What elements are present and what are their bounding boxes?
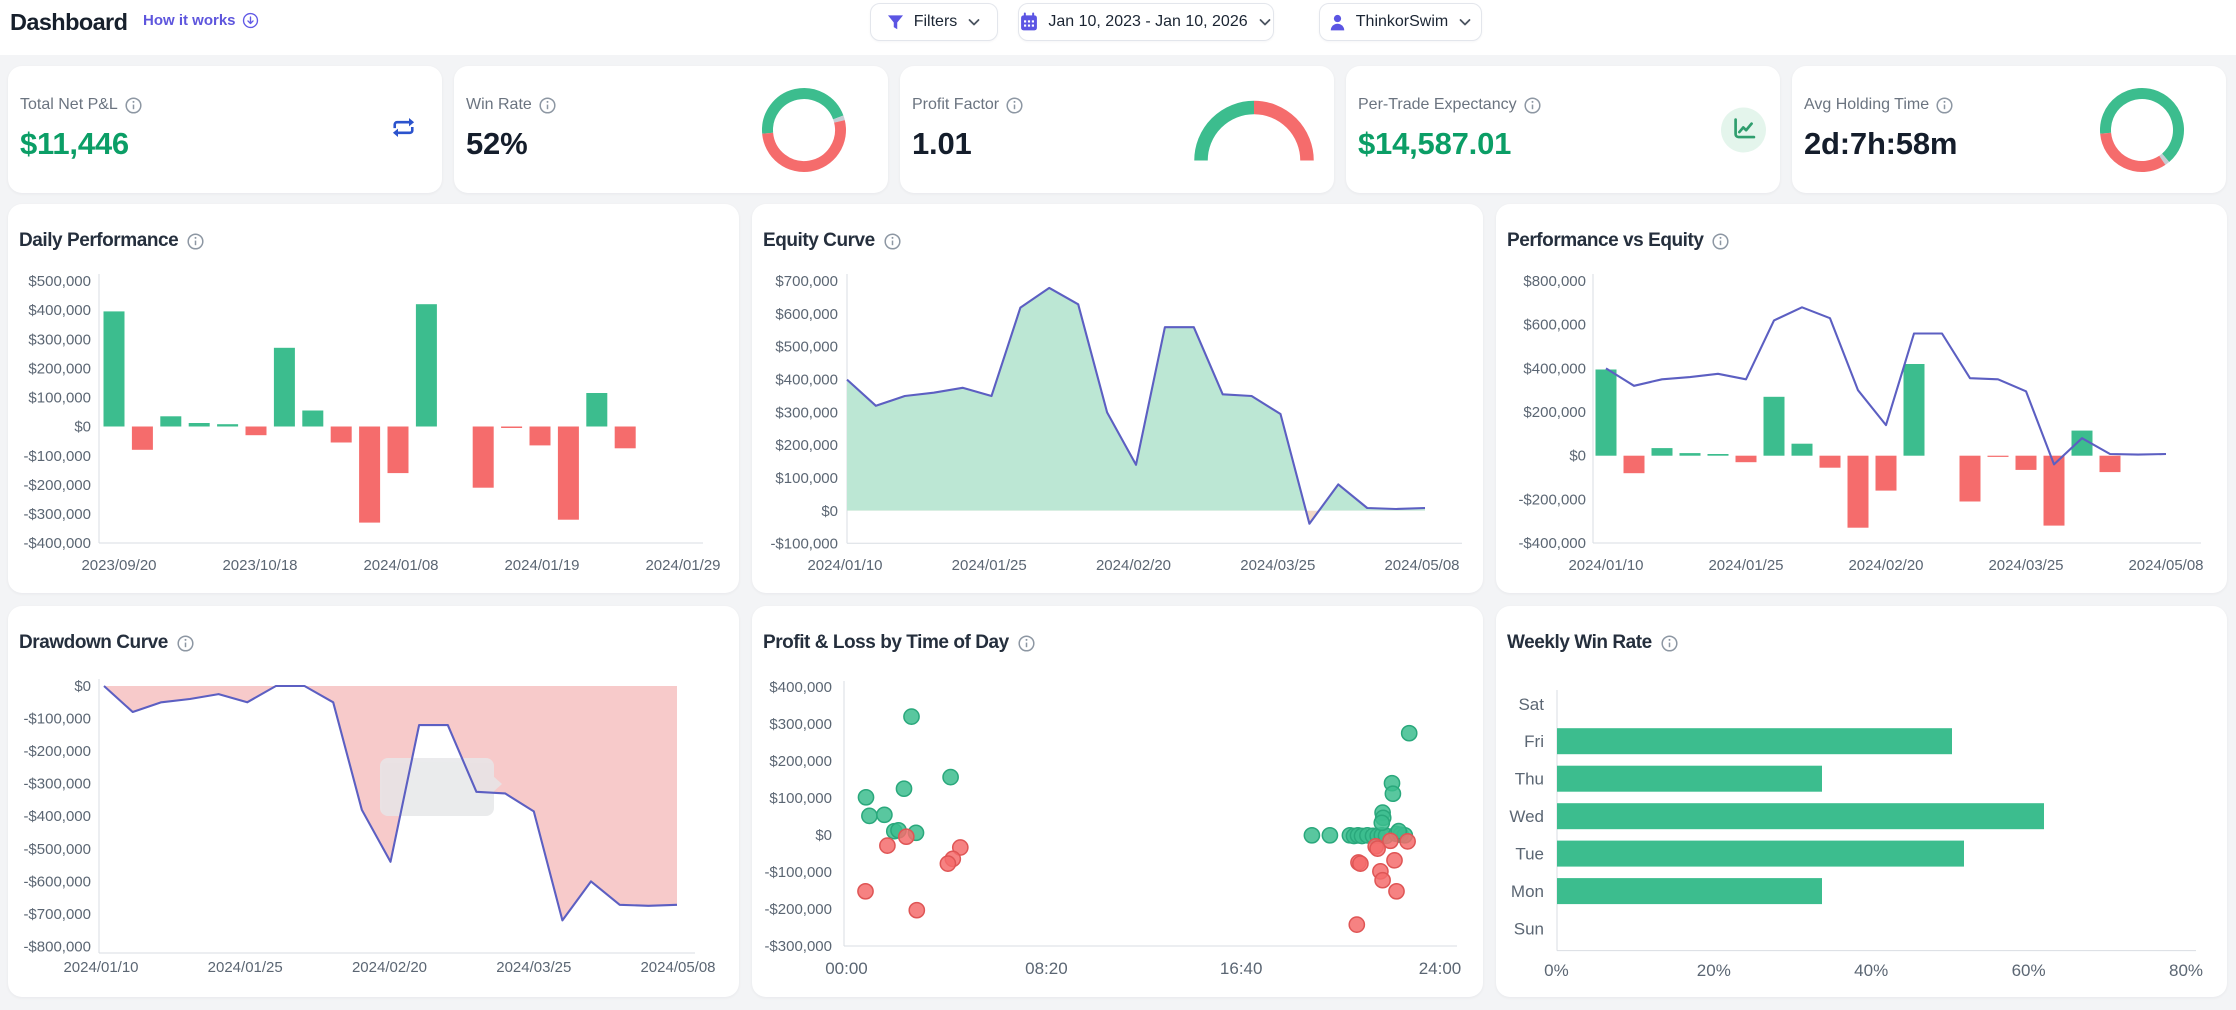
svg-text:$400,000: $400,000 bbox=[1523, 360, 1586, 377]
svg-text:$400,000: $400,000 bbox=[775, 372, 838, 389]
svg-text:$800,000: $800,000 bbox=[1523, 273, 1586, 290]
svg-text:2024/01/29: 2024/01/29 bbox=[645, 557, 720, 574]
svg-text:-$300,000: -$300,000 bbox=[23, 506, 91, 523]
svg-text:-$700,000: -$700,000 bbox=[23, 906, 91, 923]
svg-text:Sun: Sun bbox=[1514, 920, 1544, 939]
svg-text:Tue: Tue bbox=[1515, 845, 1544, 864]
svg-text:2024/01/10: 2024/01/10 bbox=[63, 959, 138, 976]
svg-text:-$600,000: -$600,000 bbox=[23, 873, 91, 890]
svg-text:$0: $0 bbox=[74, 678, 91, 695]
svg-text:2024/01/08: 2024/01/08 bbox=[363, 557, 438, 574]
svg-text:2024/05/08: 2024/05/08 bbox=[2128, 557, 2203, 574]
svg-text:2024/02/20: 2024/02/20 bbox=[1096, 557, 1171, 574]
svg-text:2024/03/25: 2024/03/25 bbox=[1988, 557, 2063, 574]
svg-text:$0: $0 bbox=[74, 419, 91, 436]
svg-text:2023/10/18: 2023/10/18 bbox=[222, 557, 297, 574]
svg-text:-$300,000: -$300,000 bbox=[23, 776, 91, 793]
svg-text:16:40: 16:40 bbox=[1220, 959, 1263, 978]
svg-text:$700,000: $700,000 bbox=[775, 273, 838, 290]
svg-text:2024/01/25: 2024/01/25 bbox=[208, 959, 283, 976]
svg-text:$400,000: $400,000 bbox=[28, 302, 91, 319]
svg-text:2024/02/20: 2024/02/20 bbox=[352, 959, 427, 976]
svg-text:-$100,000: -$100,000 bbox=[764, 864, 832, 881]
svg-text:24:00: 24:00 bbox=[1419, 959, 1462, 978]
svg-text:$0: $0 bbox=[815, 827, 832, 844]
svg-text:$100,000: $100,000 bbox=[775, 470, 838, 487]
svg-text:2023/09/20: 2023/09/20 bbox=[81, 557, 156, 574]
svg-text:$300,000: $300,000 bbox=[769, 716, 832, 733]
svg-text:40%: 40% bbox=[1854, 961, 1888, 980]
svg-text:08:20: 08:20 bbox=[1025, 959, 1068, 978]
svg-text:60%: 60% bbox=[2012, 961, 2046, 980]
svg-text:20%: 20% bbox=[1697, 961, 1731, 980]
svg-text:-$100,000: -$100,000 bbox=[23, 711, 91, 728]
svg-text:-$300,000: -$300,000 bbox=[764, 938, 832, 955]
svg-text:-$400,000: -$400,000 bbox=[1518, 535, 1586, 552]
svg-text:-$500,000: -$500,000 bbox=[23, 841, 91, 858]
svg-text:$100,000: $100,000 bbox=[769, 790, 832, 807]
svg-text:$0: $0 bbox=[821, 503, 838, 520]
svg-text:$600,000: $600,000 bbox=[1523, 317, 1586, 334]
svg-text:2024/05/08: 2024/05/08 bbox=[1384, 557, 1459, 574]
svg-text:2024/01/25: 2024/01/25 bbox=[952, 557, 1027, 574]
svg-text:2024/05/08: 2024/05/08 bbox=[640, 959, 715, 976]
svg-text:00:00: 00:00 bbox=[825, 959, 868, 978]
svg-text:$600,000: $600,000 bbox=[775, 306, 838, 323]
svg-text:0%: 0% bbox=[1544, 961, 1569, 980]
svg-text:2024/01/10: 2024/01/10 bbox=[1568, 557, 1643, 574]
svg-text:-$100,000: -$100,000 bbox=[23, 448, 91, 465]
svg-text:$0: $0 bbox=[1569, 448, 1586, 465]
svg-text:80%: 80% bbox=[2169, 961, 2203, 980]
svg-text:-$800,000: -$800,000 bbox=[23, 939, 91, 956]
svg-text:-$400,000: -$400,000 bbox=[23, 808, 91, 825]
svg-text:Fri: Fri bbox=[1524, 732, 1544, 751]
svg-text:2024/02/20: 2024/02/20 bbox=[1848, 557, 1923, 574]
svg-text:Sat: Sat bbox=[1518, 695, 1544, 714]
svg-text:$200,000: $200,000 bbox=[775, 437, 838, 454]
svg-text:$200,000: $200,000 bbox=[769, 753, 832, 770]
svg-text:2024/01/19: 2024/01/19 bbox=[504, 557, 579, 574]
svg-text:$500,000: $500,000 bbox=[28, 273, 91, 290]
svg-text:$300,000: $300,000 bbox=[28, 331, 91, 348]
svg-text:$200,000: $200,000 bbox=[28, 360, 91, 377]
svg-text:-$400,000: -$400,000 bbox=[23, 535, 91, 552]
svg-text:2024/03/25: 2024/03/25 bbox=[496, 959, 571, 976]
svg-text:-$200,000: -$200,000 bbox=[23, 477, 91, 494]
svg-text:2024/01/10: 2024/01/10 bbox=[807, 557, 882, 574]
svg-text:$300,000: $300,000 bbox=[775, 404, 838, 421]
svg-text:$200,000: $200,000 bbox=[1523, 404, 1586, 421]
svg-text:$400,000: $400,000 bbox=[769, 679, 832, 696]
svg-text:Mon: Mon bbox=[1511, 882, 1544, 901]
svg-text:$100,000: $100,000 bbox=[28, 390, 91, 407]
svg-text:2024/01/25: 2024/01/25 bbox=[1708, 557, 1783, 574]
svg-text:-$200,000: -$200,000 bbox=[764, 901, 832, 918]
svg-text:-$100,000: -$100,000 bbox=[770, 536, 838, 553]
svg-text:Thu: Thu bbox=[1515, 770, 1544, 789]
svg-text:2024/03/25: 2024/03/25 bbox=[1240, 557, 1315, 574]
svg-text:-$200,000: -$200,000 bbox=[23, 743, 91, 760]
svg-text:$500,000: $500,000 bbox=[775, 339, 838, 356]
svg-text:Wed: Wed bbox=[1509, 807, 1544, 826]
svg-text:-$200,000: -$200,000 bbox=[1518, 491, 1586, 508]
